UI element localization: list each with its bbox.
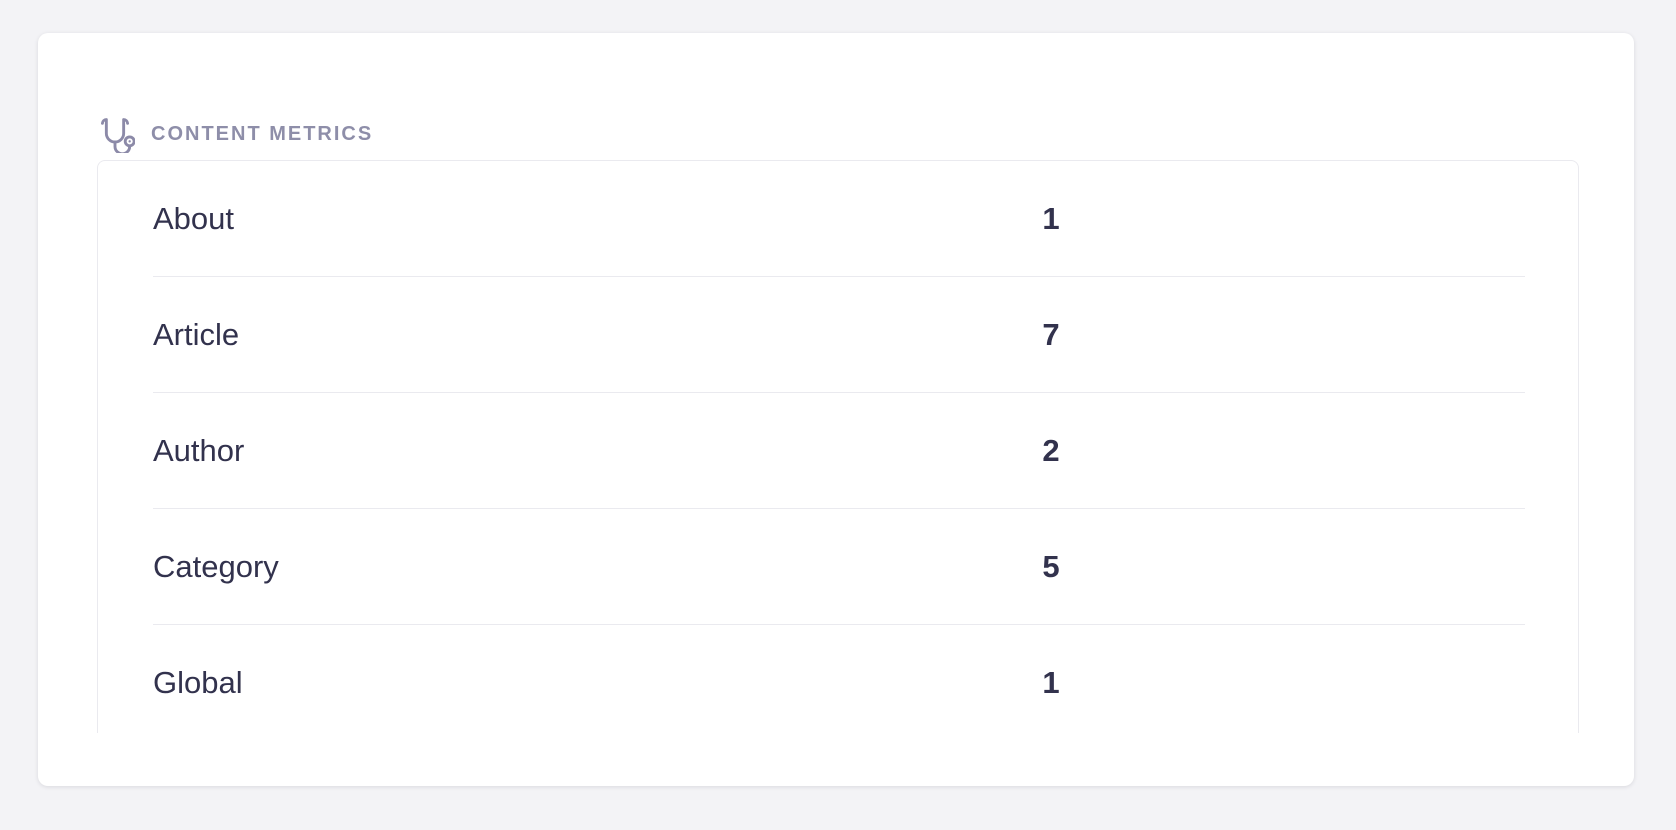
content-metrics-list[interactable]: About 1 Article 7 Author 2 Category 5 Gl… (97, 160, 1579, 733)
metric-row: Global 1 (98, 625, 1578, 733)
metric-value: 5 (1042, 549, 1060, 584)
metric-label: Category (153, 549, 279, 584)
metric-value: 1 (1042, 201, 1060, 236)
metric-row: Category 5 (98, 509, 1578, 625)
metric-value: 1 (1042, 665, 1060, 700)
metric-row: Author 2 (98, 393, 1578, 509)
metric-label: Global (153, 665, 243, 700)
stethoscope-icon (95, 115, 135, 153)
metric-label: Article (153, 317, 240, 352)
widget-title: CONTENT METRICS (151, 123, 374, 145)
metric-value: 7 (1042, 317, 1060, 352)
content-metrics-widget: CONTENT METRICS About 1 Article 7 Author… (38, 33, 1634, 786)
widget-header: CONTENT METRICS (95, 115, 373, 153)
metric-row: Article 7 (98, 277, 1578, 393)
metric-label: Author (153, 433, 245, 468)
metric-label: About (153, 201, 235, 236)
metric-value: 2 (1042, 433, 1060, 468)
metric-row: About 1 (98, 161, 1578, 277)
